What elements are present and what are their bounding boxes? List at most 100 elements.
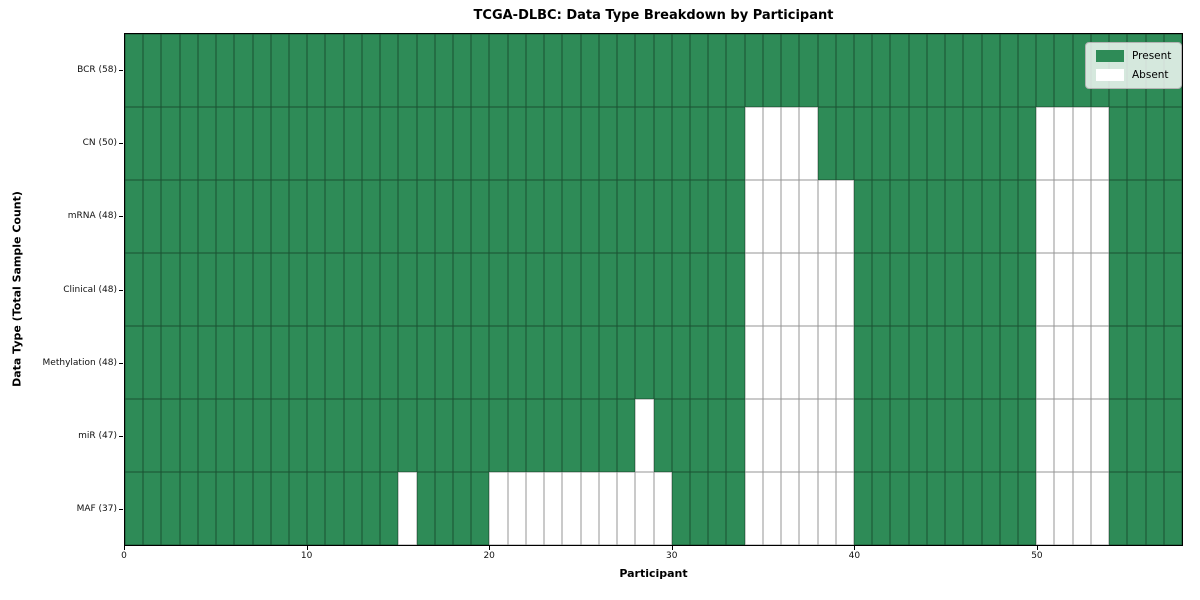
- heatmap-cell: [453, 399, 472, 472]
- heatmap-cell: [1090, 253, 1110, 326]
- heatmap-cell: [762, 34, 782, 107]
- heatmap-cell: [434, 326, 454, 399]
- heatmap-cell: [744, 472, 763, 545]
- chart-title: TCGA-DLBC: Data Type Breakdown by Partic…: [473, 8, 834, 23]
- heatmap-cell: [125, 472, 144, 545]
- heatmap-cell: [270, 34, 290, 107]
- y-tick-label: MAF (37): [76, 504, 117, 515]
- heatmap-cell: [580, 107, 599, 180]
- heatmap-cell: [143, 107, 162, 180]
- heatmap-cell: [1163, 326, 1182, 399]
- heatmap-cell: [507, 34, 526, 107]
- heatmap-cell: [471, 180, 490, 253]
- heatmap-cell: [489, 107, 508, 180]
- heatmap-cell: [708, 253, 727, 326]
- legend-swatch-present: [1096, 50, 1124, 62]
- heatmap-cell: [999, 107, 1018, 180]
- heatmap-cell: [216, 326, 235, 399]
- heatmap-cell: [252, 34, 271, 107]
- heatmap-cell: [653, 472, 672, 545]
- heatmap-cell: [726, 472, 745, 545]
- heatmap-cell: [489, 326, 508, 399]
- heatmap-cell: [653, 34, 672, 107]
- heatmap-cell: [981, 180, 1000, 253]
- heatmap-cell: [125, 34, 144, 107]
- heatmap-cell: [1145, 253, 1164, 326]
- heatmap-cell: [908, 107, 927, 180]
- heatmap-cell: [1090, 180, 1110, 253]
- heatmap-cell: [708, 399, 727, 472]
- heatmap-cell: [981, 107, 1000, 180]
- heatmap-cell: [1090, 472, 1110, 545]
- heatmap-cell: [234, 326, 253, 399]
- heatmap-cell: [671, 399, 690, 472]
- heatmap-cell: [1054, 326, 1073, 399]
- heatmap-cell: [361, 34, 381, 107]
- heatmap-cell: [1072, 399, 1091, 472]
- heatmap-cell: [562, 253, 581, 326]
- heatmap-cell: [635, 472, 654, 545]
- heatmap-cell: [1017, 34, 1037, 107]
- heatmap-cell: [781, 34, 800, 107]
- heatmap-cell: [489, 180, 508, 253]
- heatmap-cell: [252, 472, 271, 545]
- heatmap-cell: [1163, 472, 1182, 545]
- heatmap-cell: [453, 253, 472, 326]
- heatmap-cell: [835, 253, 854, 326]
- heatmap-cell: [270, 472, 290, 545]
- heatmap-cell: [872, 107, 891, 180]
- heatmap-cell: [598, 472, 618, 545]
- heatmap-cell: [1017, 472, 1037, 545]
- heatmap-cell: [580, 472, 599, 545]
- heatmap-cell: [726, 399, 745, 472]
- heatmap-cell: [234, 107, 253, 180]
- y-tick-mark: [119, 289, 123, 291]
- heatmap-cell: [398, 399, 417, 472]
- heatmap-cell: [835, 180, 854, 253]
- heatmap-cell: [234, 34, 253, 107]
- heatmap-cell: [197, 107, 217, 180]
- heatmap-cell: [507, 253, 526, 326]
- y-tick-mark: [119, 436, 123, 438]
- heatmap-cell: [507, 326, 526, 399]
- heatmap-cell: [489, 253, 508, 326]
- heatmap-cell: [270, 253, 290, 326]
- heatmap-cell: [963, 180, 982, 253]
- heatmap-cell: [1017, 107, 1037, 180]
- heatmap-cell: [1017, 326, 1037, 399]
- heatmap-cell: [307, 34, 326, 107]
- heatmap-cell: [671, 253, 690, 326]
- heatmap-cell: [380, 326, 399, 399]
- heatmap-cell: [671, 326, 690, 399]
- heatmap-cell: [817, 472, 836, 545]
- heatmap-cell: [817, 326, 836, 399]
- heatmap-cell: [744, 107, 763, 180]
- heatmap-cell: [963, 253, 982, 326]
- heatmap-cell: [817, 107, 836, 180]
- heatmap-cell: [635, 253, 654, 326]
- heatmap-cell: [617, 399, 636, 472]
- heatmap-cell: [216, 253, 235, 326]
- heatmap-cell: [562, 326, 581, 399]
- heatmap-cell: [453, 472, 472, 545]
- heatmap-cell: [434, 180, 454, 253]
- heatmap-cell: [689, 472, 709, 545]
- heatmap-cell: [617, 180, 636, 253]
- heatmap-cell: [216, 472, 235, 545]
- heatmap-cell: [598, 326, 618, 399]
- heatmap-cell: [580, 399, 599, 472]
- heatmap-cell: [489, 34, 508, 107]
- heatmap-cell: [781, 253, 800, 326]
- heatmap-cell: [416, 326, 435, 399]
- heatmap-cell: [1163, 107, 1182, 180]
- heatmap-cell: [635, 180, 654, 253]
- heatmap-cell: [708, 180, 727, 253]
- heatmap-cell: [1145, 180, 1164, 253]
- y-tick-label: mRNA (48): [67, 211, 117, 222]
- heatmap-cell: [872, 326, 891, 399]
- heatmap-cell: [216, 399, 235, 472]
- heatmap-cell: [525, 253, 545, 326]
- heatmap-cell: [653, 107, 672, 180]
- heatmap-cell: [544, 472, 563, 545]
- heatmap-cell: [872, 253, 891, 326]
